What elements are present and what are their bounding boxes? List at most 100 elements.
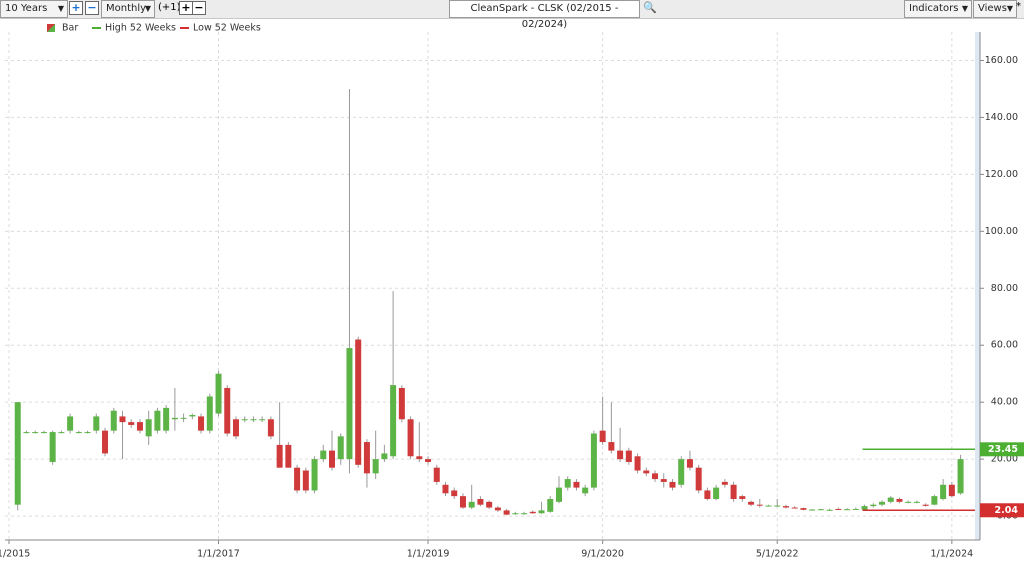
- interval-text: Monthly: [106, 3, 147, 14]
- indicators-select[interactable]: Indicators ▼: [904, 0, 972, 18]
- right-strip: [975, 32, 980, 540]
- candle-body: [119, 416, 126, 423]
- price-tag: [980, 503, 1024, 518]
- candle-body: [355, 339, 362, 465]
- candle-body: [695, 467, 702, 491]
- search-icon[interactable]: 🔍: [643, 1, 657, 14]
- y-tick-label: 40.00: [991, 397, 1018, 408]
- candle-body: [468, 501, 475, 508]
- views-select[interactable]: Views ▼: [973, 0, 1017, 18]
- candle-body: [774, 505, 781, 507]
- candle-body: [625, 450, 632, 462]
- candle-body: [363, 442, 370, 474]
- candle-body: [852, 508, 859, 510]
- candle-body: [102, 430, 109, 454]
- candle-body: [206, 396, 213, 431]
- candle-body: [652, 473, 659, 480]
- candle-body: [198, 416, 205, 431]
- candle-body: [398, 387, 405, 420]
- candle-body: [302, 470, 309, 491]
- y-tick-label: 60.00: [991, 340, 1018, 351]
- candle-body: [748, 501, 755, 505]
- candle-body: [599, 430, 606, 443]
- candle-body: [678, 459, 685, 485]
- period-text: 10 Years: [5, 3, 48, 14]
- candle-body: [128, 422, 135, 425]
- x-tick-label: 9/1/2020: [581, 549, 624, 560]
- candle-body: [957, 459, 964, 494]
- interval-select[interactable]: Monthly ▼: [101, 0, 155, 18]
- candle-body: [887, 497, 894, 502]
- candle-body: [879, 501, 885, 505]
- candle-body: [660, 479, 667, 482]
- candle-body: [940, 484, 947, 499]
- legend-label: Low 52 Weeks: [193, 23, 261, 34]
- candle-body: [870, 504, 877, 507]
- candle-body: [259, 419, 266, 421]
- candle-body: [189, 414, 196, 417]
- zoom-out-button[interactable]: −: [85, 1, 99, 15]
- legend-bar-icon-down: [47, 24, 55, 32]
- candle-body: [494, 507, 501, 511]
- candle-body: [503, 510, 510, 515]
- candle-body: [224, 387, 231, 434]
- candle-body: [40, 432, 47, 434]
- legend-label: Bar: [62, 23, 78, 34]
- offset-plus[interactable]: +: [179, 1, 193, 15]
- offset-minus[interactable]: −: [192, 1, 206, 15]
- toolbar: 10 Years ▼ + − Monthly ▼ (+1) + − CleanSpa…: [0, 0, 1024, 30]
- candle-body: [372, 459, 379, 474]
- period-select[interactable]: 10 Years ▼: [0, 0, 68, 18]
- candle-body: [922, 504, 929, 506]
- candle-body: [817, 509, 824, 511]
- candle-body: [163, 407, 170, 431]
- candle-body: [573, 481, 580, 488]
- candle-body: [250, 419, 257, 421]
- candle-body: [425, 459, 432, 462]
- candle-body: [800, 508, 807, 510]
- candle-body: [23, 432, 30, 434]
- candle-body: [276, 444, 283, 468]
- candle-body: [913, 501, 920, 503]
- candle-body: [110, 410, 117, 431]
- legend-label: High 52 Weeks: [105, 23, 176, 34]
- candle-body: [948, 484, 955, 497]
- candle-body: [826, 509, 833, 511]
- candle-body: [739, 496, 746, 499]
- candle-body: [346, 348, 353, 460]
- x-tick-label: 1/1/2019: [407, 549, 450, 560]
- candle-body: [294, 467, 301, 491]
- candle-body: [765, 505, 772, 507]
- candle-body: [844, 509, 851, 511]
- candle-body: [686, 459, 693, 468]
- candle-body: [555, 487, 562, 502]
- candle-body: [337, 436, 344, 460]
- x-tick-label: 1/1/2015: [0, 549, 30, 560]
- candle-body: [241, 419, 248, 421]
- candle-body: [512, 513, 519, 515]
- candle-body: [809, 509, 816, 511]
- candle-body: [608, 442, 615, 451]
- y-tick-label: 80.00: [991, 283, 1018, 294]
- candle-body: [669, 481, 676, 488]
- symbol-box[interactable]: CleanSpark - CLSK (02/2015 - 02/2024): [449, 0, 640, 30]
- candle-body: [730, 484, 737, 499]
- candle-body: [459, 496, 466, 508]
- candle-body: [145, 419, 152, 437]
- candle-body: [590, 433, 597, 488]
- candle-body: [547, 498, 554, 512]
- candle-body: [67, 416, 74, 431]
- candle-body: [861, 506, 868, 510]
- candle-body: [835, 508, 842, 510]
- y-tick-label: 120.00: [985, 169, 1018, 180]
- candle-body: [329, 450, 336, 468]
- candle-body: [390, 385, 397, 457]
- price-tag-label: 2.04: [995, 505, 1019, 516]
- candle-body: [180, 417, 187, 419]
- candle-body: [75, 432, 82, 434]
- candle-body: [442, 484, 449, 494]
- y-tick-label: 100.00: [985, 226, 1018, 237]
- candle-body: [136, 422, 143, 431]
- zoom-in-button[interactable]: +: [69, 1, 83, 15]
